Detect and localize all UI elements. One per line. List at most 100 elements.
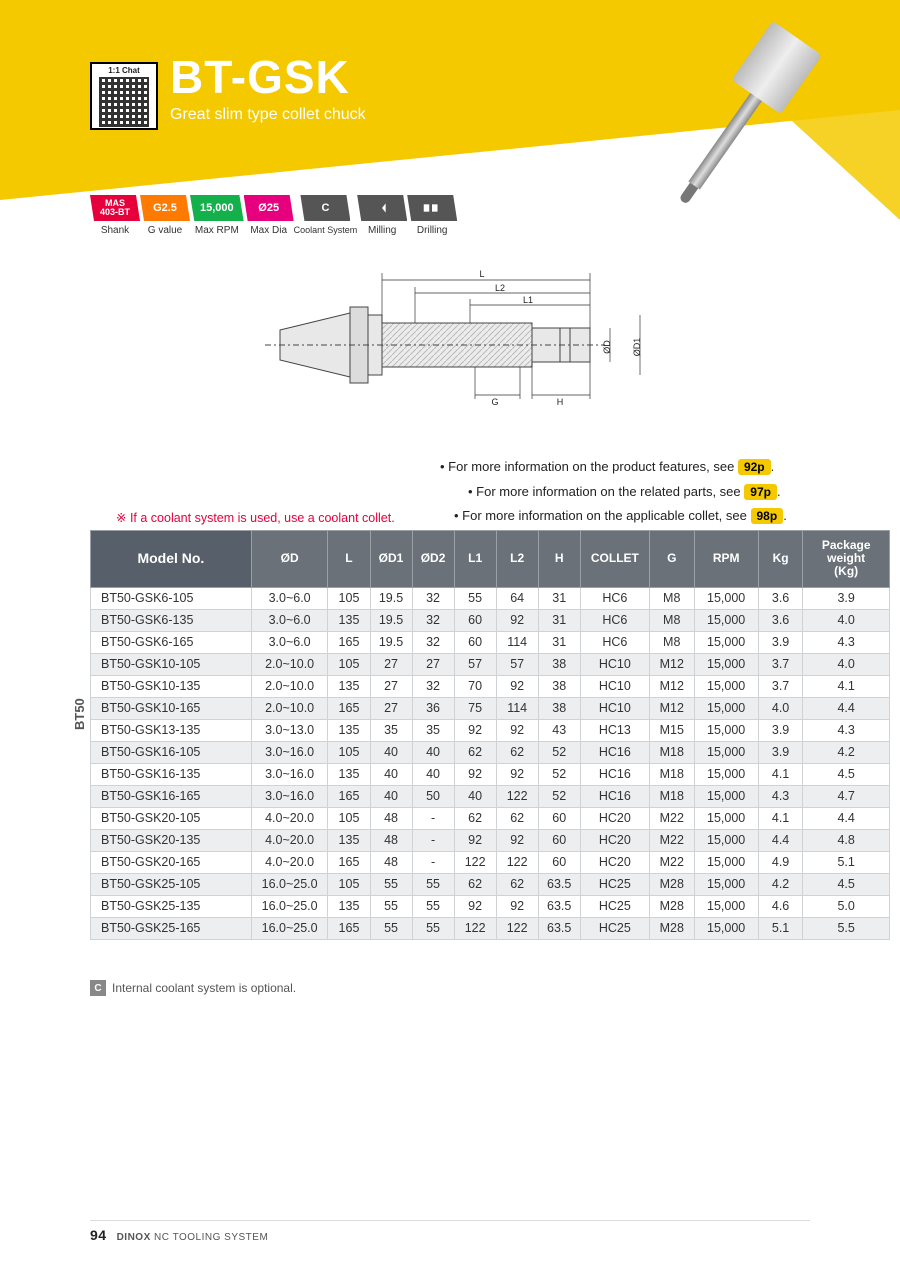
cell: 52 <box>538 763 580 785</box>
cell: 32 <box>412 587 454 609</box>
table-row: BT50-GSK16-1053.0~16.01054040626252HC16M… <box>91 741 890 763</box>
cell: 4.3 <box>758 785 803 807</box>
table-row: BT50-GSK16-1353.0~16.01354040929252HC16M… <box>91 763 890 785</box>
cell: HC6 <box>580 631 649 653</box>
table-body: BT50-GSK6-1053.0~6.010519.532556431HC6M8… <box>91 587 890 939</box>
cell: 35 <box>370 719 412 741</box>
table-row: BT50-GSK10-1052.0~10.01052727575738HC10M… <box>91 653 890 675</box>
cell: 4.4 <box>758 829 803 851</box>
badge-label: Max RPM <box>195 225 239 236</box>
col-10: RPM <box>694 531 758 588</box>
cell: 52 <box>538 741 580 763</box>
cell: 3.9 <box>803 587 890 609</box>
cell: BT50-GSK6-165 <box>91 631 252 653</box>
cell: HC6 <box>580 609 649 631</box>
cell: 62 <box>496 873 538 895</box>
cell: 40 <box>370 741 412 763</box>
cell: M28 <box>649 917 694 939</box>
cell: 35 <box>412 719 454 741</box>
spec-table-wrap: BT50 Model No.ØDLØD1ØD2L1L2HCOLLETGRPMKg… <box>90 530 890 940</box>
badge-max-rpm: 15,000 Max RPM <box>190 195 244 236</box>
cell: 60 <box>538 829 580 851</box>
cell: 15,000 <box>694 609 758 631</box>
table-row: BT50-GSK25-16516.0~25.0165555512212263.5… <box>91 917 890 939</box>
drilling-icon <box>407 195 457 221</box>
cell: 92 <box>454 895 496 917</box>
cell: 122 <box>454 917 496 939</box>
table-row: BT50-GSK10-1352.0~10.01352732709238HC10M… <box>91 675 890 697</box>
badge-tag: 15,000 <box>190 195 244 221</box>
badge-max-dia: Ø25Max Dia <box>244 195 294 236</box>
cell: 50 <box>412 785 454 807</box>
cell: BT50-GSK6-135 <box>91 609 252 631</box>
cell: 15,000 <box>694 851 758 873</box>
cell: BT50-GSK25-105 <box>91 873 252 895</box>
cell: 55 <box>454 587 496 609</box>
table-side-label: BT50 <box>72 698 87 730</box>
cell: 165 <box>328 851 370 873</box>
cell: M15 <box>649 719 694 741</box>
pageref-features: 92p <box>738 459 771 475</box>
cell: 135 <box>328 675 370 697</box>
cell: 16.0~25.0 <box>251 895 328 917</box>
cell: 92 <box>496 719 538 741</box>
cell: HC20 <box>580 851 649 873</box>
cell: 3.0~6.0 <box>251 609 328 631</box>
cell: 4.1 <box>758 807 803 829</box>
cell: 62 <box>496 741 538 763</box>
cell: 31 <box>538 631 580 653</box>
cell: 3.9 <box>758 719 803 741</box>
svg-text:H: H <box>557 397 564 407</box>
cell: 27 <box>412 653 454 675</box>
col-12: Package weight (Kg) <box>803 531 890 588</box>
col-1: ØD <box>251 531 328 588</box>
cell: 105 <box>328 807 370 829</box>
cell: 15,000 <box>694 631 758 653</box>
cell: 4.6 <box>758 895 803 917</box>
cell: 70 <box>454 675 496 697</box>
svg-text:L2: L2 <box>495 283 505 293</box>
milling-icon <box>357 195 407 221</box>
cell: 165 <box>328 631 370 653</box>
cell: 92 <box>496 895 538 917</box>
cell: BT50-GSK20-165 <box>91 851 252 873</box>
cell: HC6 <box>580 587 649 609</box>
cell: 36 <box>412 697 454 719</box>
cell: 92 <box>496 763 538 785</box>
cell: HC16 <box>580 741 649 763</box>
cell: 5.0 <box>803 895 890 917</box>
cell: 31 <box>538 587 580 609</box>
cell: 63.5 <box>538 917 580 939</box>
cell: 19.5 <box>370 587 412 609</box>
cell: 135 <box>328 719 370 741</box>
cell: 105 <box>328 653 370 675</box>
cell: BT50-GSK25-165 <box>91 917 252 939</box>
cell: 55 <box>412 895 454 917</box>
cell: BT50-GSK25-135 <box>91 895 252 917</box>
cell: 3.0~16.0 <box>251 741 328 763</box>
cell: BT50-GSK20-105 <box>91 807 252 829</box>
cell: 92 <box>496 675 538 697</box>
cell: M18 <box>649 785 694 807</box>
footnote-badge: C <box>90 980 106 996</box>
cell: 60 <box>538 851 580 873</box>
badge-shank: MAS403-BTShank <box>90 195 140 236</box>
cell: 3.0~13.0 <box>251 719 328 741</box>
note-collet: • For more information on the applicable… <box>440 504 787 529</box>
cell: 15,000 <box>694 719 758 741</box>
cell: 3.6 <box>758 587 803 609</box>
cell: 122 <box>496 785 538 807</box>
qr-pattern <box>99 77 149 127</box>
cell: 4.5 <box>803 763 890 785</box>
table-row: BT50-GSK25-10516.0~25.01055555626263.5HC… <box>91 873 890 895</box>
badge-label: Shank <box>101 225 129 236</box>
table-row: BT50-GSK20-1354.0~20.013548-929260HC20M2… <box>91 829 890 851</box>
cell: 38 <box>538 675 580 697</box>
cell: 40 <box>370 763 412 785</box>
cell: 4.8 <box>803 829 890 851</box>
cell: 105 <box>328 873 370 895</box>
cell: 114 <box>496 631 538 653</box>
cell: 4.3 <box>803 719 890 741</box>
cell: 3.0~16.0 <box>251 763 328 785</box>
technical-diagram: L L2 L1 G H ØD ØD1 <box>260 265 660 430</box>
